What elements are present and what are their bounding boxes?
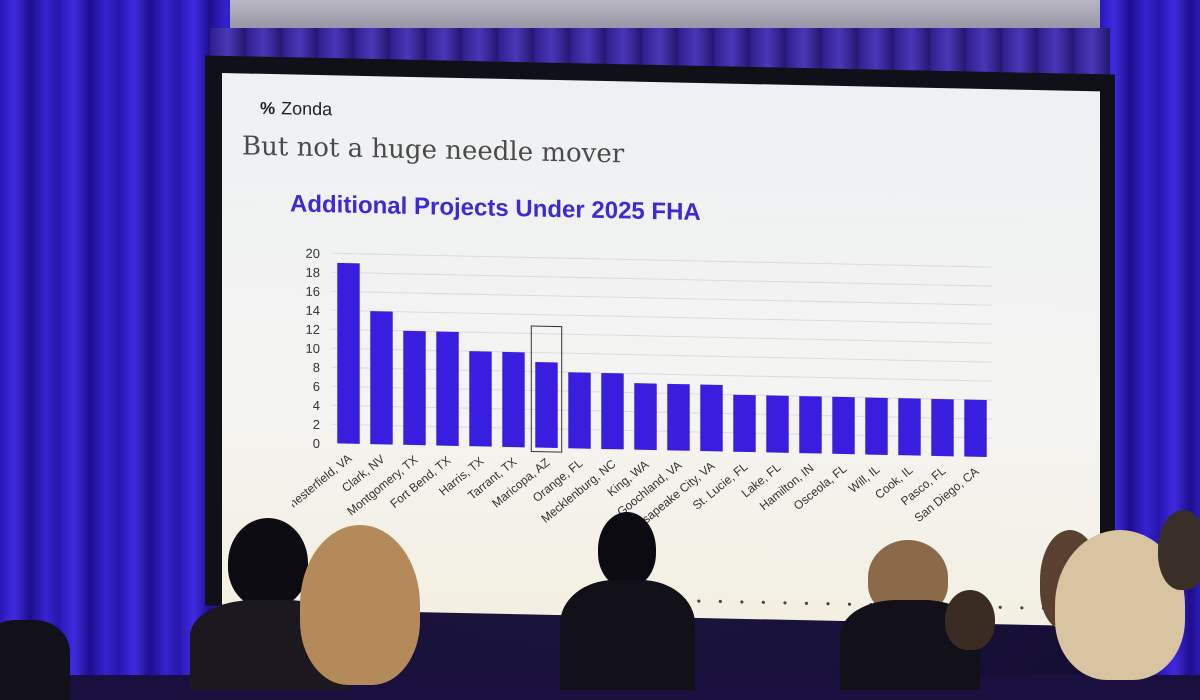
gridline bbox=[332, 271, 992, 287]
bar bbox=[502, 351, 525, 448]
highlight-box bbox=[530, 325, 563, 453]
gridline bbox=[332, 347, 992, 363]
bar bbox=[898, 398, 921, 456]
y-tick-label: 10 bbox=[306, 341, 320, 356]
bar bbox=[832, 396, 855, 455]
bar bbox=[865, 397, 888, 455]
y-tick-label: 2 bbox=[313, 417, 320, 432]
chart-title: Additional Projects Under 2025 FHA bbox=[290, 190, 701, 227]
gridline bbox=[332, 252, 992, 268]
y-tick-label: 4 bbox=[313, 398, 320, 413]
bar bbox=[370, 311, 393, 445]
bar bbox=[931, 398, 954, 457]
zonda-logo-icon: % bbox=[260, 98, 276, 118]
bar bbox=[964, 399, 987, 458]
y-tick-label: 20 bbox=[306, 246, 320, 261]
bar bbox=[700, 384, 723, 452]
bar bbox=[799, 396, 822, 454]
gridline bbox=[332, 328, 992, 344]
bar bbox=[634, 383, 657, 451]
y-tick-label: 14 bbox=[306, 303, 320, 318]
y-tick-label: 12 bbox=[306, 322, 320, 337]
y-tick-label: 8 bbox=[313, 360, 320, 375]
slide-subtitle: But not a huge needle mover bbox=[242, 131, 625, 170]
bar bbox=[568, 372, 591, 449]
gridline bbox=[332, 385, 992, 401]
audience-silhouettes bbox=[0, 500, 1200, 700]
gridline bbox=[332, 290, 992, 306]
bar bbox=[535, 362, 558, 449]
y-tick-label: 16 bbox=[306, 284, 320, 299]
y-tick-label: 18 bbox=[306, 265, 320, 280]
bar bbox=[601, 372, 624, 450]
bar bbox=[436, 331, 459, 446]
left-curtain bbox=[0, 0, 230, 675]
gridline bbox=[332, 309, 992, 325]
brand-name: Zonda bbox=[281, 98, 333, 120]
bar bbox=[469, 351, 492, 447]
brand-logo: % Zonda bbox=[260, 98, 332, 121]
bar bbox=[733, 394, 756, 453]
bar bbox=[667, 383, 690, 451]
gridline bbox=[332, 404, 992, 420]
y-tick-label: 0 bbox=[313, 436, 320, 451]
bar bbox=[766, 395, 789, 453]
gridline bbox=[332, 423, 992, 439]
bar bbox=[403, 330, 426, 446]
gridline bbox=[332, 366, 992, 382]
presentation-slide: % Zonda But not a huge needle mover Addi… bbox=[222, 73, 1100, 627]
bar bbox=[337, 262, 360, 444]
y-tick-label: 6 bbox=[313, 379, 320, 394]
